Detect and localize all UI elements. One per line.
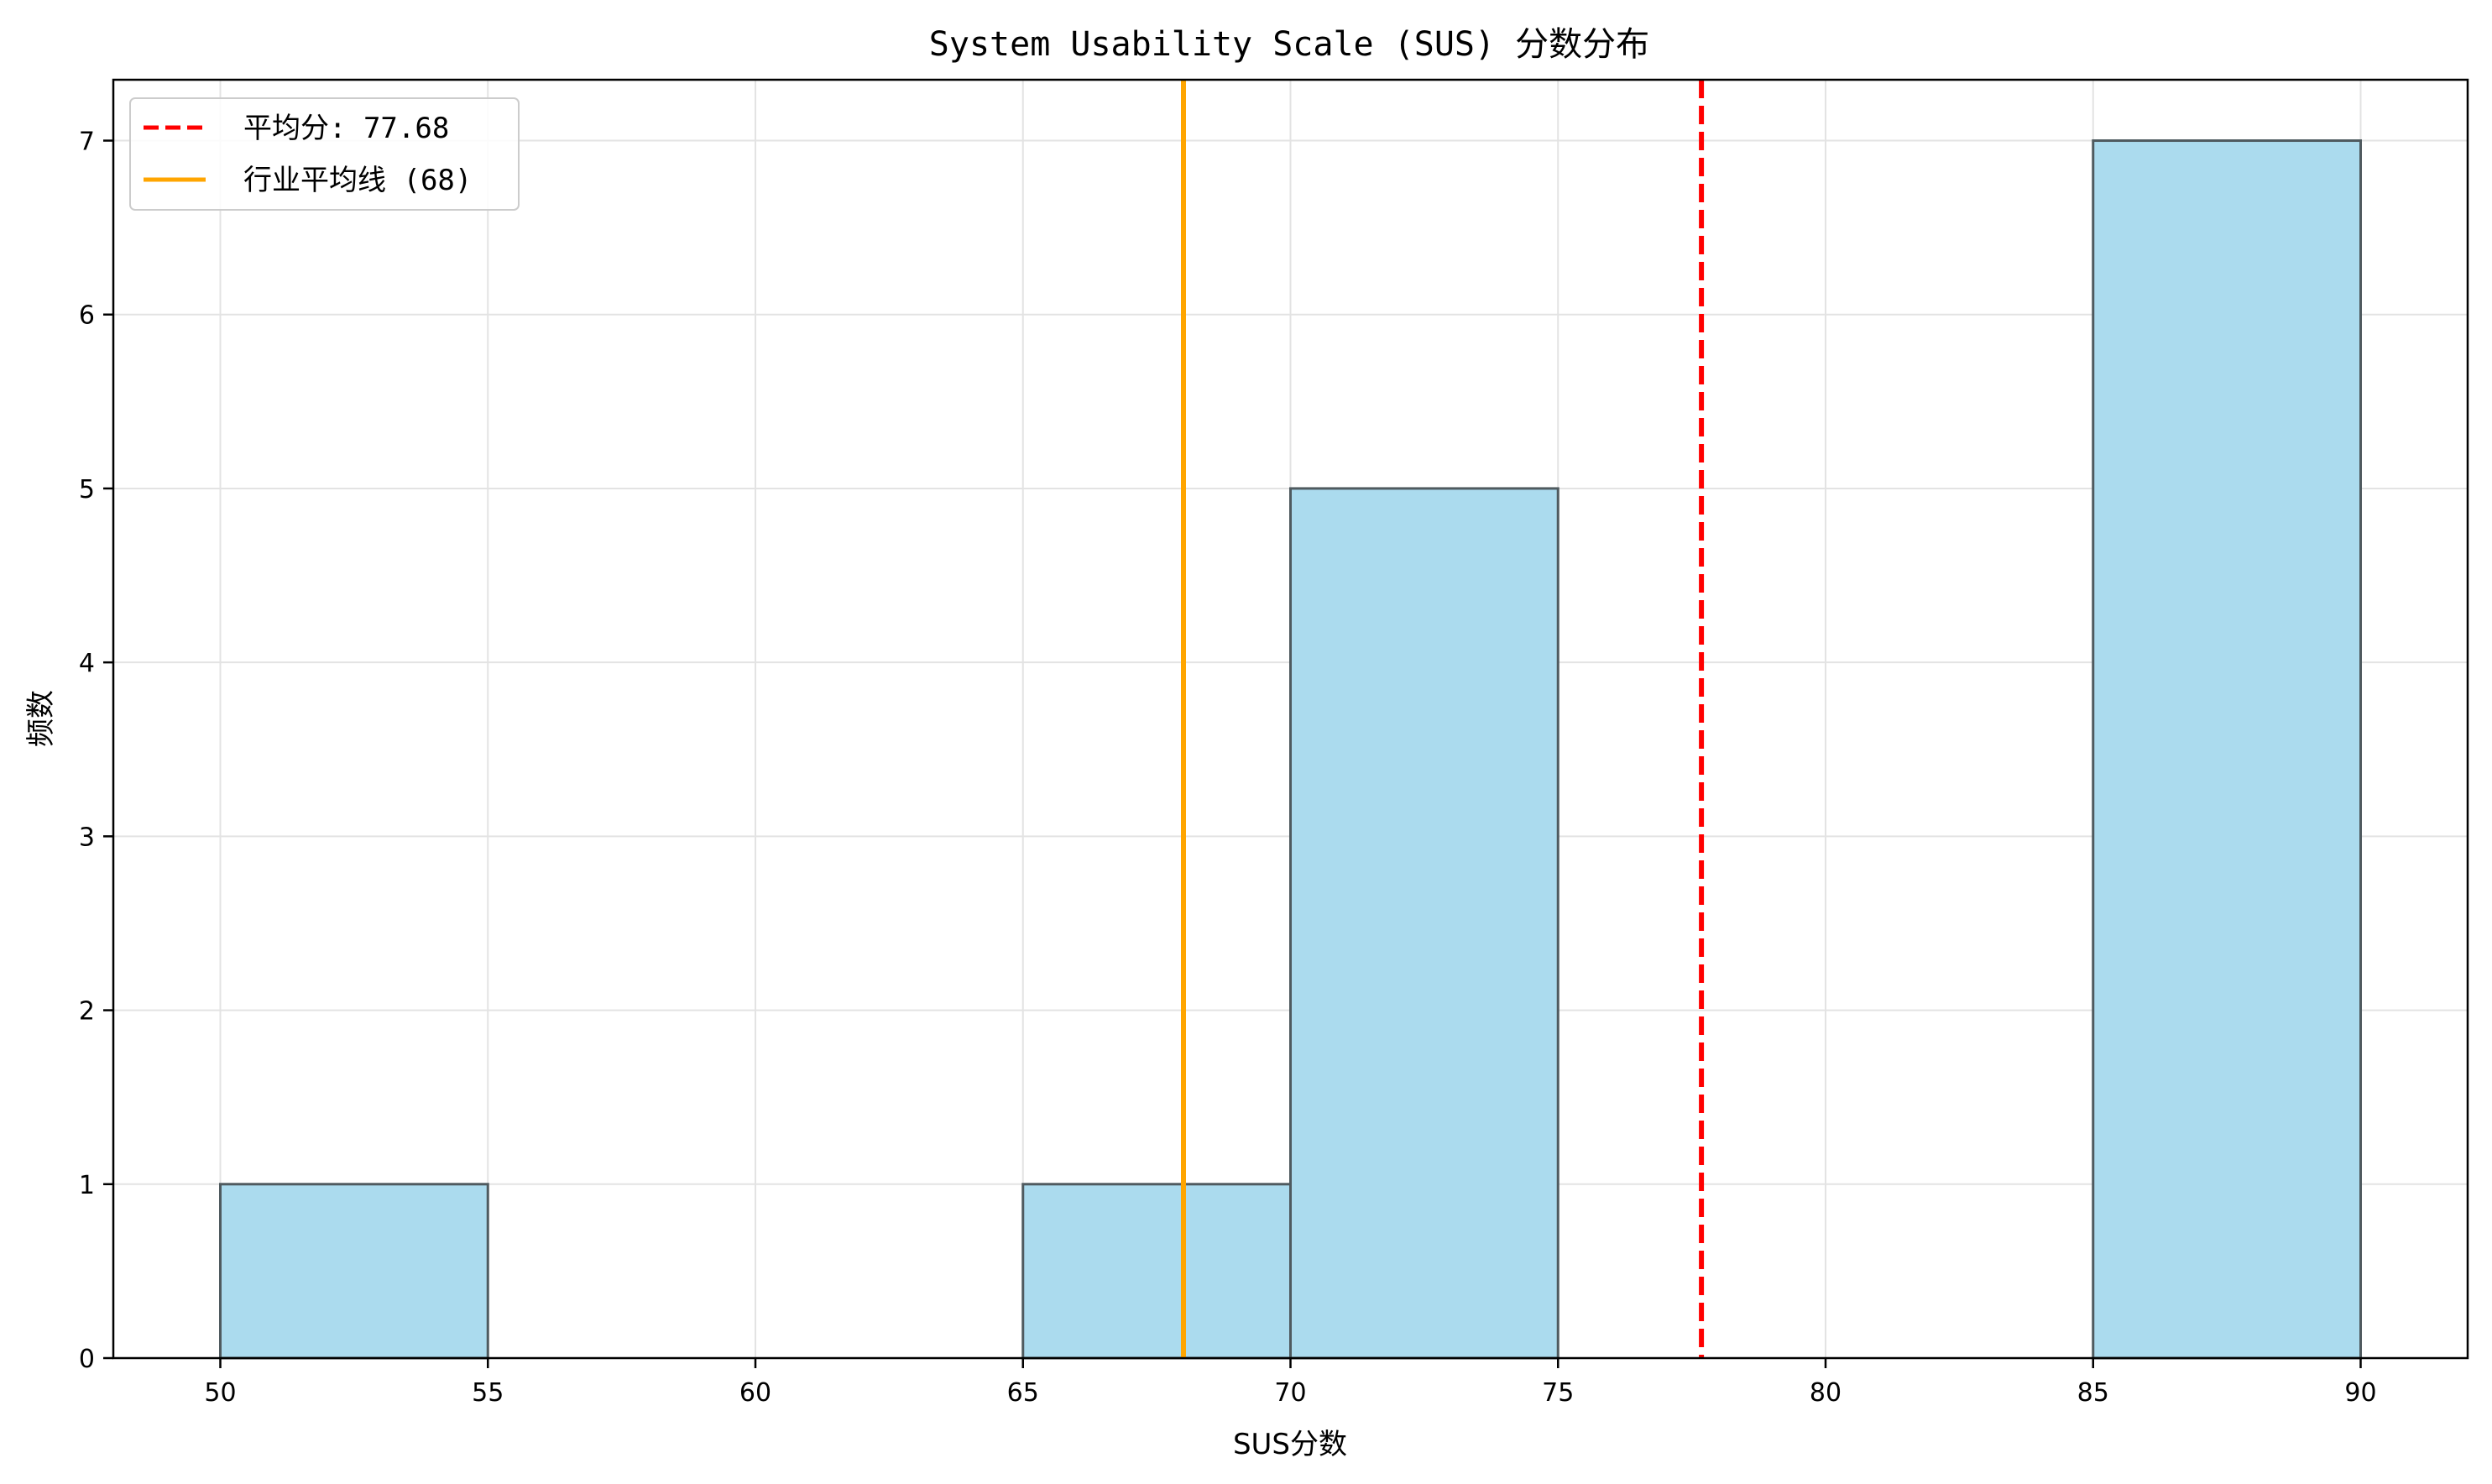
- x-tick-label: 50: [204, 1378, 236, 1408]
- x-tick-label: 75: [1542, 1378, 1574, 1408]
- legend-box: [129, 97, 520, 211]
- histogram-bar: [219, 1183, 489, 1360]
- y-tick-label: 2: [79, 997, 95, 1027]
- y-tick-label: 5: [79, 475, 95, 504]
- x-tick-label: 55: [472, 1378, 504, 1408]
- histogram-bar: [2092, 139, 2362, 1360]
- y-tick-label: 3: [79, 823, 95, 852]
- x-axis-ticks: 50 55 60 65 70 75 80 85 90: [204, 1358, 2377, 1408]
- y-tick-label: 1: [79, 1171, 95, 1200]
- chart-title: System Usability Scale (SUS) 分数分布: [929, 25, 1649, 64]
- legend: 平均分: 77.68 行业平均线 (68): [129, 97, 520, 211]
- y-axis-ticks: 0 1 2 3 4 5 6 7: [79, 128, 113, 1374]
- legend-label-mean: 平均分: 77.68: [243, 112, 449, 145]
- x-axis-title: SUS分数: [1233, 1428, 1347, 1461]
- histogram-bars: [219, 139, 2362, 1360]
- y-tick-label: 6: [79, 301, 95, 331]
- x-tick-label: 65: [1007, 1378, 1039, 1408]
- legend-label-industry-average: 行业平均线 (68): [243, 164, 472, 197]
- x-tick-label: 85: [2077, 1378, 2109, 1408]
- y-tick-label: 7: [79, 128, 95, 157]
- x-tick-label: 60: [739, 1378, 771, 1408]
- y-tick-label: 0: [79, 1345, 95, 1374]
- x-tick-label: 70: [1274, 1378, 1306, 1408]
- x-tick-label: 80: [1810, 1378, 1842, 1408]
- y-axis-title: 频数: [24, 690, 58, 747]
- reference-lines: [1181, 80, 1705, 1358]
- y-tick-label: 4: [79, 649, 95, 678]
- x-tick-label: 90: [2344, 1378, 2376, 1408]
- histogram-bar: [1289, 487, 1559, 1360]
- histogram-bar: [1021, 1183, 1292, 1360]
